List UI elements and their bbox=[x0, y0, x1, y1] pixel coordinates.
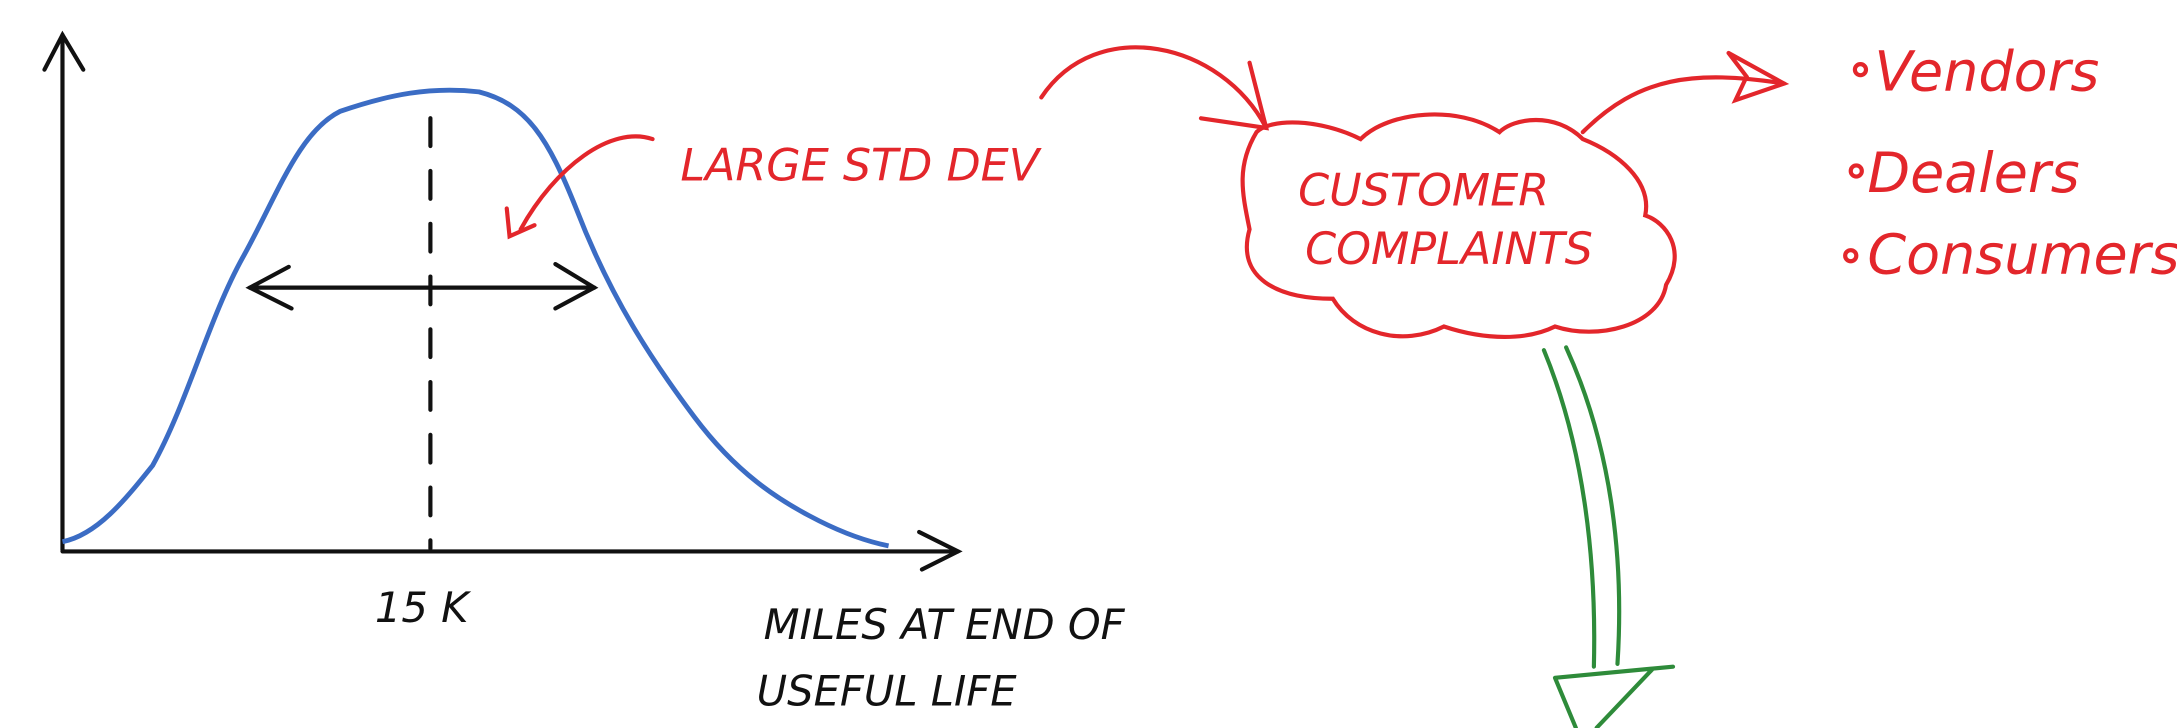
axes bbox=[42, 30, 963, 572]
list-item: Vendors bbox=[1874, 39, 2099, 104]
bullet bbox=[1848, 163, 1864, 179]
annotations bbox=[504, 45, 1869, 339]
bullet bbox=[1843, 248, 1859, 264]
y-arrowhead bbox=[42, 30, 86, 72]
arrow bbox=[1039, 45, 1269, 131]
distribution-curve bbox=[61, 87, 890, 549]
bullet bbox=[1852, 62, 1869, 78]
list-item: Consumers bbox=[1867, 223, 2177, 288]
arrow bbox=[1580, 75, 1787, 135]
axis-label: MILES AT END OF bbox=[764, 600, 1126, 649]
annotation: LARGE STD DEV bbox=[680, 141, 1041, 192]
x-arrowhead bbox=[917, 529, 963, 572]
arrowhead bbox=[1198, 60, 1270, 131]
arrow-shaft bbox=[1541, 348, 1597, 669]
annotation-arrow bbox=[518, 134, 655, 232]
arrowhead bbox=[1552, 664, 1676, 728]
arrow-shaft bbox=[1564, 345, 1622, 666]
cloud bbox=[1240, 112, 1677, 339]
cloud-label: CUSTOMER bbox=[1298, 166, 1549, 217]
arrowhead bbox=[1726, 50, 1790, 104]
arrowhead bbox=[553, 261, 599, 311]
arrowhead bbox=[245, 264, 294, 311]
list-item: Dealers bbox=[1867, 141, 2079, 206]
axis-label: USEFUL LIFE bbox=[757, 667, 1018, 716]
cloud-label: COMPLAINTS bbox=[1305, 224, 1593, 275]
down-arrow bbox=[1541, 345, 1676, 728]
arrowhead bbox=[504, 206, 537, 240]
tick-label: 15 K bbox=[375, 583, 472, 632]
